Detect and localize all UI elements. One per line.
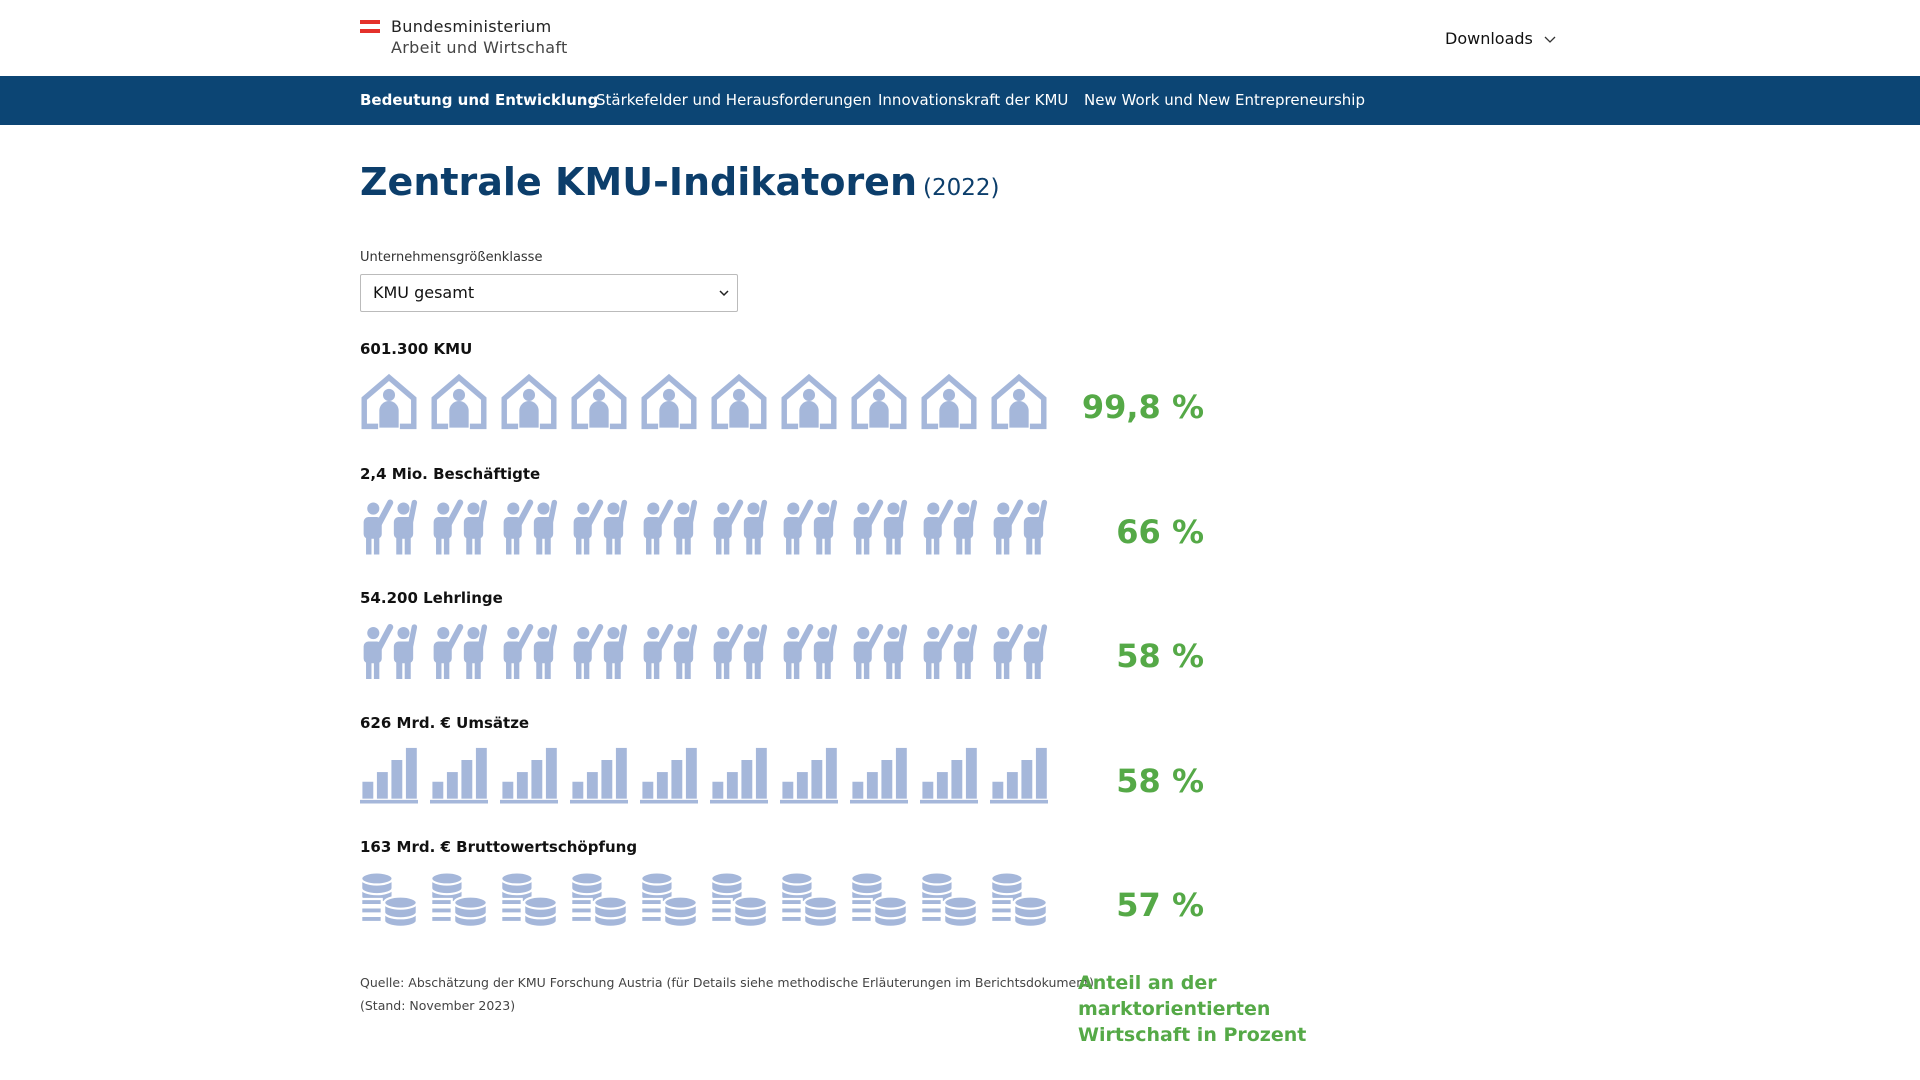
title-year: (2022) (923, 175, 1000, 201)
icon-light (434, 627, 485, 679)
icon-light (714, 627, 765, 679)
icon-light (920, 747, 978, 804)
icon-light (990, 871, 1048, 928)
icon-light (644, 503, 695, 555)
icon-light (920, 871, 978, 928)
icon-light (430, 871, 488, 928)
icon-light (360, 871, 418, 928)
icon-light (574, 377, 624, 427)
select-label: Unternehmensgrößenklasse (360, 250, 543, 265)
icon-light (640, 871, 698, 928)
nav-item[interactable]: Bedeutung und Entwicklung (360, 91, 599, 109)
icon-light (504, 377, 554, 427)
title-text: Zentrale KMU-Indikatoren (360, 160, 918, 204)
icon-light (714, 503, 765, 555)
downloads-menu[interactable]: Downloads (1445, 29, 1556, 48)
indicator-percent: 66 % (1116, 512, 1204, 551)
icon-light (710, 747, 768, 804)
icon-light (644, 627, 695, 679)
nav-item[interactable]: Innovationskraft der KMU (878, 91, 1069, 109)
icon-light (990, 747, 1048, 804)
icon-light (854, 627, 905, 679)
icon-light (640, 747, 698, 804)
icon-light (924, 377, 974, 427)
icon-light (784, 503, 835, 555)
icon-light (924, 503, 975, 555)
icon-light (570, 871, 628, 928)
indicator-label: 2,4 Mio. Beschäftigte (360, 464, 541, 483)
icon-light (780, 747, 838, 804)
percent-note: Anteil an der marktorientierten Wirtscha… (1078, 972, 1307, 1046)
icon-light (500, 747, 558, 804)
icon-light (994, 627, 1045, 679)
icon-light (574, 627, 625, 679)
icon-light (850, 871, 908, 928)
icon-light (434, 377, 484, 427)
logo-text: Bundesministerium (391, 17, 552, 36)
icon-light (504, 627, 555, 679)
icon-light (364, 503, 415, 555)
nav-item[interactable]: Stärkefelder und Herausforderungen (596, 91, 872, 109)
indicator-percent: 58 % (1116, 637, 1204, 675)
icon-light (364, 627, 415, 679)
indicator-label: 601.300 KMU (360, 340, 473, 358)
indicator-percent: 57 % (1116, 886, 1204, 924)
downloads-label[interactable]: Downloads (1445, 29, 1533, 48)
icon-light (504, 503, 555, 555)
icon-light (994, 503, 1045, 555)
indicator-percent: 58 % (1116, 761, 1204, 800)
indicator-label: 626 Mrd. € Umsätze (360, 713, 530, 732)
icon-light (500, 871, 558, 928)
page-title: Zentrale KMU-Indikatoren (2022) (360, 160, 1000, 204)
icon-light (784, 377, 834, 427)
icon-light (924, 627, 975, 679)
icon-light (714, 377, 764, 427)
icon-light (434, 503, 485, 555)
icon-light (784, 627, 835, 679)
header (0, 0, 1920, 76)
icon-light (854, 377, 904, 427)
icon-light (710, 871, 768, 928)
indicator-percent: 99,8 % (1081, 388, 1204, 426)
icon-light (850, 747, 908, 804)
indicator-label: 163 Mrd. € Bruttowertschöpfung (360, 838, 638, 856)
nav-item[interactable]: New Work und New Entrepreneurship (1084, 91, 1365, 109)
source-note: Quelle: Abschätzung der KMU Forschung Au… (360, 975, 1094, 990)
select-value[interactable]: KMU gesamt (373, 283, 475, 302)
size-class-select[interactable]: KMU gesamt (360, 274, 738, 312)
logo-text: Arbeit und Wirtschaft (391, 38, 568, 57)
icon-light (364, 377, 414, 427)
icon-light (780, 871, 838, 928)
icon-light (360, 747, 418, 804)
icon-light (644, 377, 694, 427)
icon-light (570, 747, 628, 804)
chevron (719, 290, 729, 297)
logo-flag (360, 20, 380, 33)
nav-bar (0, 76, 1920, 125)
icon-light (574, 503, 625, 555)
chevron (1544, 36, 1556, 43)
icon-light (854, 503, 905, 555)
icon-light (430, 747, 488, 804)
stand-note: (Stand: November 2023) (360, 998, 516, 1013)
icon-light (994, 377, 1044, 427)
indicator-label: 54.200 Lehrlinge (360, 589, 503, 607)
